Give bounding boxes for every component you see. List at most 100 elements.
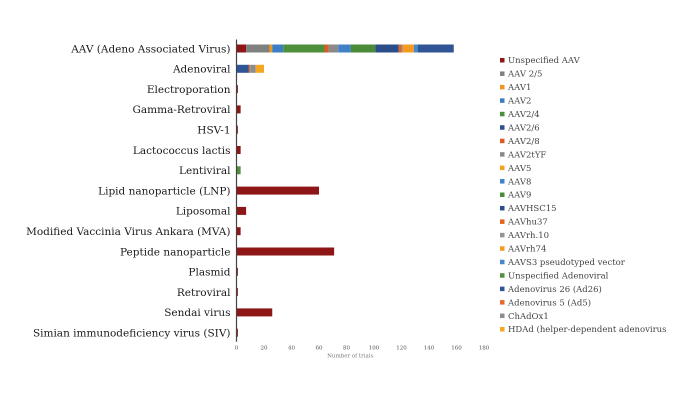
x-tick-label: 120 [396,346,407,352]
bar-segment [283,44,325,53]
legend-swatch [500,58,505,63]
legend-label: AAV2 [507,97,531,107]
bar-segment [328,44,339,53]
legend-swatch [500,84,505,90]
category-label: Peptide nanoparticle [120,246,231,258]
bar-segment [350,44,376,53]
legend-swatch [500,205,505,211]
x-tick-labels: 0 20 40 60 80 100 120 140 160 180 [235,346,490,352]
legend-label: AAV2/8 [507,137,540,147]
legend-swatch [500,327,505,332]
legend-label: Unspecified AAV [508,56,581,66]
legend-label: AAV2/6 [507,123,540,133]
legend-swatch [500,98,505,103]
category-label: AAV (Adeno Associated Virus) [70,43,230,55]
category-label: Electroporation [147,84,231,96]
legend-label: AAVhu37 [507,218,548,228]
x-tick-label: 140 [424,346,435,352]
bar-segment [236,227,241,236]
category-label: Liposomal [176,206,231,218]
legend-swatch [500,219,505,224]
bar-segment [398,44,402,53]
x-tick-label: 100 [369,346,380,352]
legend-swatch [500,246,505,251]
bar-segment [402,44,414,53]
bar-segment [324,44,329,53]
legend-label: AAV1 [507,83,531,93]
category-label: Plasmid [188,267,230,279]
bar-segment [236,125,238,134]
legend-label: AAV2tYF [507,150,546,160]
legend-swatch [500,71,505,76]
legend-label: AAVrh.10 [507,231,549,241]
category-label: Gamma-Retroviral [133,104,232,116]
x-tick-label: 0 [235,346,239,352]
bar-segment [236,267,238,276]
bar-segment [236,206,247,215]
legend-swatch [500,313,505,319]
category-label: Lipid nanoparticle (LNP) [98,185,230,197]
bar-segment [255,64,264,73]
legend-swatch [500,192,505,197]
bar-segment [375,44,399,53]
bar-segment [338,44,351,53]
x-tick-label: 20 [261,346,268,352]
category-label: HSV-1 [197,125,230,137]
legend-swatch [500,125,505,130]
bar-segment [236,308,273,317]
x-tick-label: 160 [451,346,462,352]
legend-label: AAV9 [507,191,531,201]
legend-label: AAV 2/5 [507,70,542,80]
bar-segment [236,85,238,94]
bar-segment [236,64,249,73]
legend-label: AAV5 [507,164,531,174]
bar-segment [236,288,238,297]
category-label: Lentiviral [179,165,231,177]
category-label: Lactococcus lactis [133,145,231,157]
x-tick-label: 60 [316,346,323,352]
bar-segment [236,247,335,256]
bar-segment [236,105,241,114]
legend-swatch [500,286,505,292]
legend-label: AAV2/4 [507,110,540,120]
legend-label: AAVrh74 [507,245,546,255]
bar-segment [401,44,403,53]
legend-swatch [500,111,505,117]
legend: Unspecified AAV AAV 2/5 AAV1 AAV2 AAV2/4 AAV2… [500,56,667,335]
legend-swatch [500,259,505,265]
legend-swatch [500,232,505,238]
category-label: Sendai virus [164,307,230,319]
legend-label: HDAd (helper-dependent adenovirus [508,324,667,335]
category-label: Adenoviral [172,64,231,76]
category-label: Modified Vaccinia Virus Ankara (MVA) [26,226,230,238]
legend-swatch [500,300,505,305]
legend-swatch [500,273,505,278]
bar-segment [236,146,241,154]
x-tick-label: 80 [343,346,350,352]
bar-segment [248,64,251,73]
legend-swatch [500,152,505,157]
category-labels: AAV (Adeno Associated Virus) Adenoviral El… [26,43,231,339]
legend-label: ChAdOx1 [508,312,549,322]
legend-swatch [500,179,505,184]
bar-segment [272,44,284,53]
category-label: Simian immunodeficiency virus (SIV) [33,328,231,340]
x-tick-label: 180 [479,346,490,352]
legend-swatch [500,165,505,171]
legend-label: Adenovirus 5 (Ad5) [507,297,591,308]
legend-swatch [500,138,505,144]
bar-segment [413,44,418,53]
category-label: Retroviral [177,287,231,299]
legend-label: Unspecified Adenoviral [508,271,609,281]
bar-segment [236,166,241,175]
x-axis-title: Number of trials [327,354,373,360]
bar-segment [236,328,238,337]
legend-label: AAVHSC15 [507,204,557,214]
legend-label: AAVS3 pseudotyped vector [507,258,626,268]
bar-segment [250,64,256,73]
bar-segment [269,44,273,53]
bar-segment [236,44,247,53]
legend-label: AAV8 [507,177,531,187]
bars [236,44,454,337]
